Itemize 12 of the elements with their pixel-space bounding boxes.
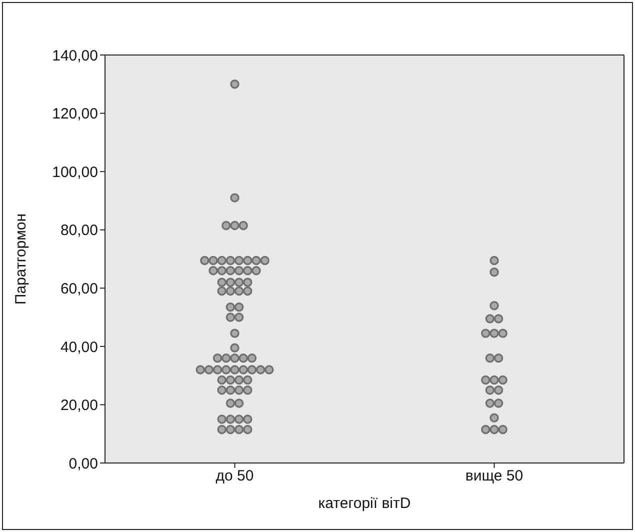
y-axis-title: Паратгормон [12, 213, 30, 305]
y-tick-label: 140,00 [52, 47, 98, 64]
y-tick-label: 0,00 [68, 455, 98, 472]
x-tick-label: вище 50 [465, 468, 524, 485]
x-axis-title: категорії вітD [318, 495, 411, 512]
y-tick-label: 20,00 [60, 397, 98, 414]
x-tick-label: до 50 [216, 468, 254, 485]
y-tick-label: 100,00 [52, 164, 98, 181]
y-tick-label: 120,00 [52, 106, 98, 123]
y-tick-label: 60,00 [60, 280, 98, 298]
y-tick-label: 80,00 [60, 222, 98, 240]
y-tick-label: 40,00 [60, 338, 98, 356]
